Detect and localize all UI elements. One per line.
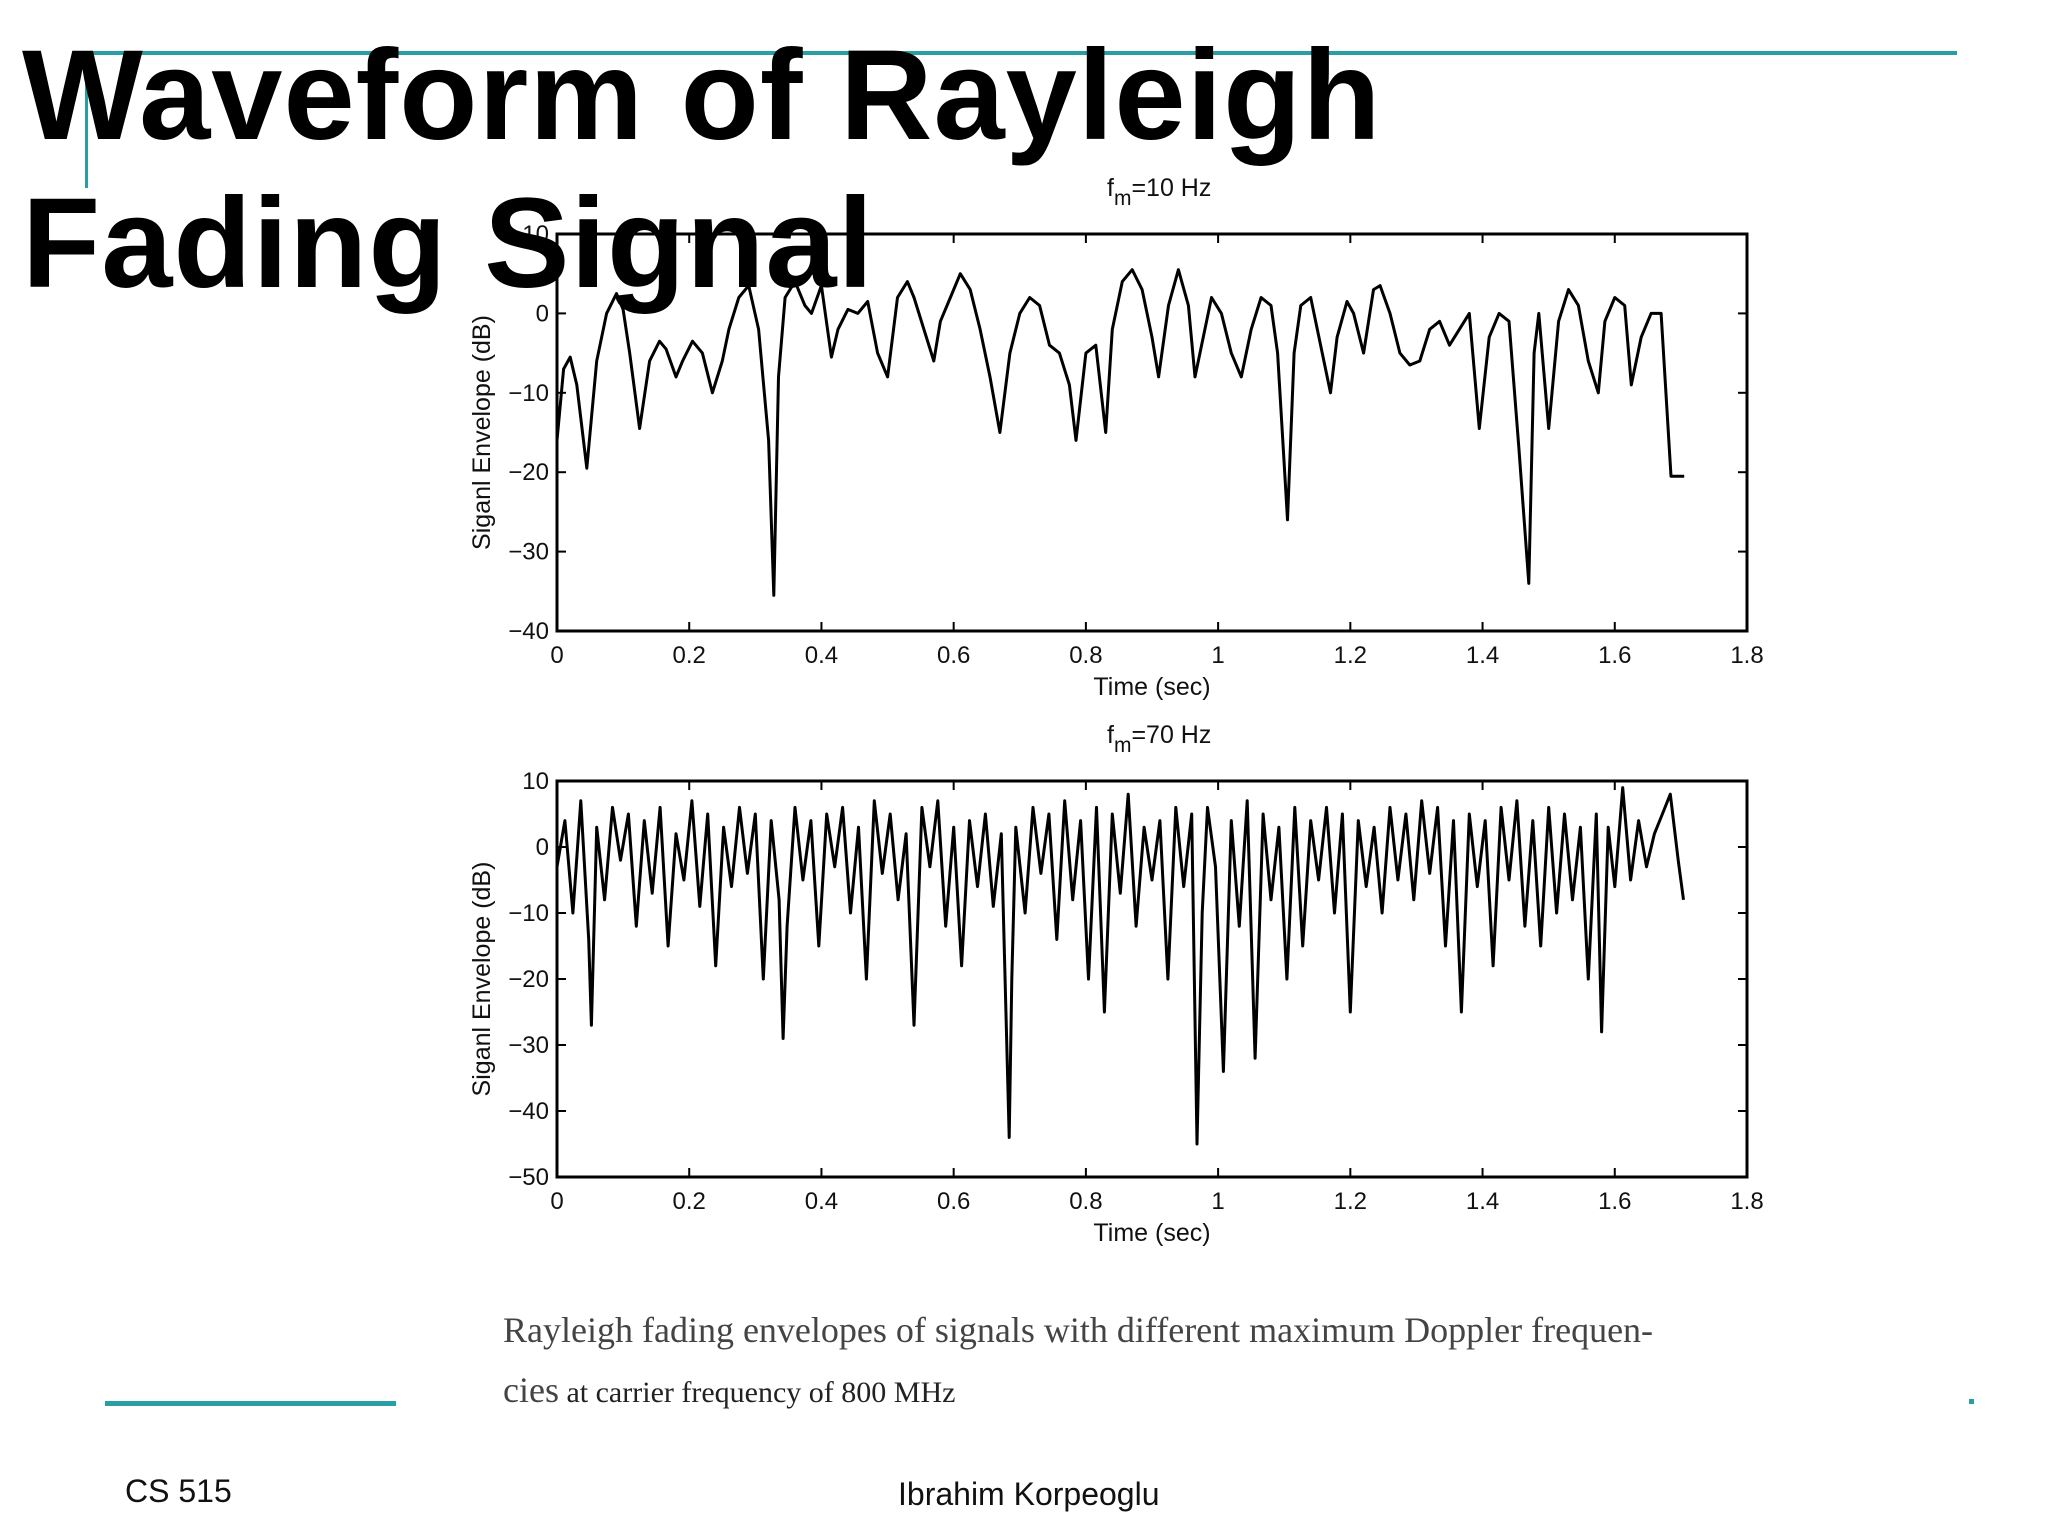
x-tick-label: 0.2	[673, 1188, 706, 1215]
top-accent-line	[85, 51, 1957, 55]
bottom-accent-line	[105, 1401, 396, 1406]
x-tick-label: 0.4	[805, 1188, 838, 1215]
x-tick-label: 0	[550, 642, 563, 669]
caption-line-1: Rayleigh fading envelopes of signals wit…	[503, 1310, 1654, 1350]
y-tick-label: −20	[508, 966, 549, 993]
y-tick-label: −30	[508, 539, 549, 566]
chart-title-subscript: m	[1114, 187, 1132, 210]
y-axis-label: Siganl Envelope (dB)	[468, 315, 496, 550]
x-tick-label: 1.8	[1730, 642, 1763, 669]
caption-line-2b: at carrier frequency of 800 MHz	[558, 1376, 956, 1409]
y-tick-label: −20	[508, 459, 549, 486]
y-tick-label: 0	[536, 834, 549, 861]
x-axis-label: Time (sec)	[1093, 673, 1210, 701]
x-tick-label: 0.8	[1069, 642, 1102, 669]
x-tick-label: 1	[1211, 1188, 1224, 1215]
footer-course: CS 515	[125, 1473, 232, 1509]
chart-2: 0 0.2 0.4 0.6 0.8 1 1.2 1.4 1.6 1.8 −50 −40 −30 −20 −1…	[468, 721, 1764, 1247]
x-tick-label: 1.8	[1730, 1188, 1763, 1215]
y-tick-label: −40	[508, 618, 549, 645]
x-tick-label: 0.2	[673, 642, 706, 669]
footer-author: Ibrahim Korpeoglu	[898, 1476, 1160, 1512]
figure-caption: Rayleigh fading envelopes of signals wit…	[503, 1300, 1863, 1423]
chart-title: fm=10 Hz	[1107, 174, 1211, 210]
y-tick-label: 10	[522, 768, 549, 795]
slide-title-line-1: Waveform of Rayleigh	[22, 24, 1382, 167]
x-tick-label: 1.4	[1466, 1188, 1499, 1215]
y-axis-label: Siganl Envelope (dB)	[468, 862, 496, 1097]
series-line-1	[555, 268, 1685, 597]
x-tick-label: 1.4	[1466, 642, 1499, 669]
chart-title: fm=70 Hz	[1107, 721, 1211, 757]
chart-title-subscript: m	[1114, 734, 1132, 757]
x-tick-label: 0.6	[937, 642, 970, 669]
x-tick-label: 1.2	[1334, 1188, 1367, 1215]
chart-title-prefix: f	[1107, 721, 1114, 749]
y-tick-label: 10	[522, 221, 549, 248]
chart-1: 0 0.2 0.4 0.6 0.8 1 1.2 1.4 1.6 1.8 −40 −30 −20 −10 0 1…	[468, 174, 1764, 701]
y-tick-label: −10	[508, 900, 549, 927]
x-tick-label: 1.6	[1598, 1188, 1631, 1215]
y-tick-label: 0	[536, 300, 549, 327]
x-tick-label: 0.6	[937, 1188, 970, 1215]
caption-line-2a: cies	[503, 1370, 559, 1410]
left-accent-tick	[85, 55, 88, 188]
chart-title-suffix: =70 Hz	[1131, 721, 1211, 749]
bottom-accent-dot	[1969, 1399, 1974, 1404]
slide-title-line-2: Fading Signal	[22, 172, 875, 315]
y-tick-label: −10	[508, 380, 549, 407]
x-tick-label: 1	[1211, 642, 1224, 669]
x-tick-label: 1.6	[1598, 642, 1631, 669]
x-tick-label: 0	[550, 1188, 563, 1215]
y-tick-label: −50	[508, 1164, 549, 1191]
chart-title-prefix: f	[1107, 174, 1114, 202]
x-tick-label: 1.2	[1334, 642, 1367, 669]
series-line-1	[555, 786, 1685, 1146]
y-tick-label: −30	[508, 1032, 549, 1059]
x-axis-label: Time (sec)	[1093, 1219, 1210, 1247]
x-tick-label: 0.8	[1069, 1188, 1102, 1215]
x-tick-label: 0.4	[805, 642, 838, 669]
y-tick-label: −40	[508, 1098, 549, 1125]
slide-title: Waveform of Rayleigh Fading Signal	[22, 22, 1382, 318]
chart-title-suffix: =10 Hz	[1131, 174, 1211, 202]
